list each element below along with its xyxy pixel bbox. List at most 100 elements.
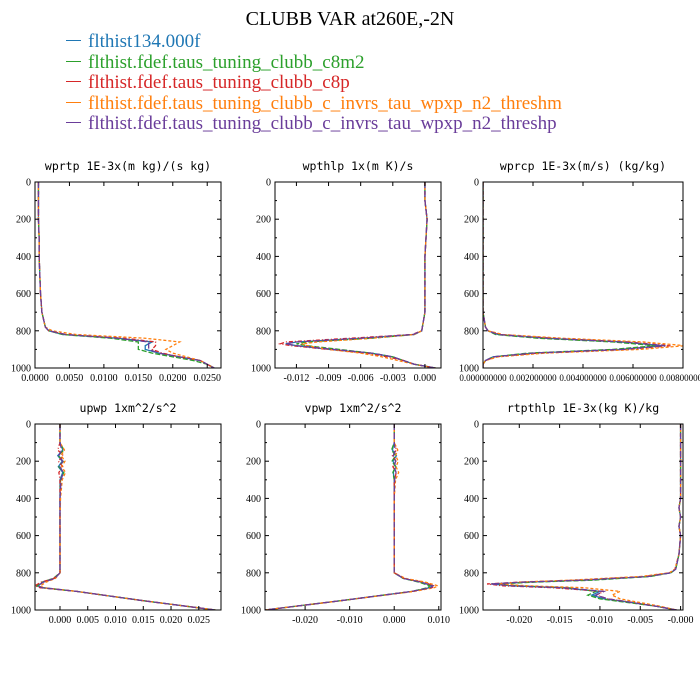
panel-title: wprcp 1E-3x(m/s) (kg/kg)	[500, 159, 666, 173]
y-tick-label: 400	[246, 494, 261, 505]
y-tick-label: 600	[16, 531, 31, 542]
y-tick-label: 800	[16, 568, 31, 579]
series-line-1	[265, 424, 434, 610]
y-tick-label: 800	[16, 326, 31, 337]
x-tick-label: 0.0050	[56, 373, 84, 384]
x-tick-label: 0.025	[188, 615, 211, 626]
y-tick-label: 200	[16, 215, 31, 226]
x-tick-label: 0.0250	[193, 373, 221, 384]
series-line-2	[35, 424, 216, 610]
legend-item-1: flthist134.000f	[66, 31, 562, 53]
y-tick-label: 800	[464, 568, 479, 579]
y-tick-label: 0	[26, 178, 31, 189]
x-tick-label: -0.015	[547, 615, 573, 626]
x-tick-label: 0.0200	[159, 373, 187, 384]
legend-swatch-2	[66, 60, 81, 62]
y-tick-label: 0	[474, 178, 479, 189]
y-tick-label: 200	[256, 215, 271, 226]
y-tick-label: 1000	[459, 606, 479, 617]
series-line-4	[37, 182, 215, 368]
panel-title: wprtp 1E-3x(m kg)/(s kg)	[45, 159, 211, 173]
series-line-5	[285, 182, 436, 368]
x-tick-label: 0.005	[76, 615, 99, 626]
y-tick-label: 600	[246, 531, 261, 542]
x-tick-label: -0.000	[668, 615, 694, 626]
y-tick-label: 800	[256, 326, 271, 337]
y-tick-label: 600	[16, 289, 31, 300]
x-tick-label: -0.006	[348, 373, 374, 384]
x-tick-label: 0.000	[414, 373, 437, 384]
chart-panel-3: wprcp 1E-3x(m/s) (kg/kg) 0 200 400 600 800 100…	[459, 159, 700, 383]
series-line-5	[483, 182, 666, 368]
series-line-4	[483, 182, 683, 368]
x-tick-label: 0.008000000	[659, 373, 700, 383]
legend-swatch-5	[66, 122, 81, 124]
series-line-5	[491, 424, 682, 610]
y-tick-label: 1000	[251, 364, 271, 375]
x-tick-label: -0.009	[316, 373, 342, 384]
x-tick-label: -0.020	[292, 615, 318, 626]
y-tick-label: 200	[464, 215, 479, 226]
y-tick-label: 0	[474, 420, 479, 431]
x-tick-label: 0.020	[160, 615, 183, 626]
x-tick-label: 0.004000000	[559, 373, 607, 383]
x-tick-label: -0.010	[587, 615, 613, 626]
x-tick-label: 0.0150	[125, 373, 153, 384]
legend-label-5: flthist.fdef.taus_tuning_clubb_c_invrs_t…	[88, 113, 557, 134]
legend-swatch-4	[66, 101, 81, 103]
series-line-2	[265, 424, 432, 610]
x-tick-label: 0.015	[132, 615, 155, 626]
x-tick-label: 0.000	[383, 615, 406, 626]
y-tick-label: 200	[464, 457, 479, 468]
series-line-3	[265, 424, 436, 610]
y-tick-label: 1000	[241, 606, 261, 617]
legend: flthist134.000f flthist.fdef.taus_tuning…	[66, 31, 562, 135]
legend-item-5: flthist.fdef.taus_tuning_clubb_c_invrs_t…	[66, 113, 562, 135]
y-tick-label: 0	[256, 420, 261, 431]
y-tick-label: 400	[16, 494, 31, 505]
legend-label-2: flthist.fdef.taus_tuning_clubb_c8m2	[88, 51, 365, 73]
legend-label-4: flthist.fdef.taus_tuning_clubb_c_invrs_t…	[88, 92, 562, 114]
series-line-3	[35, 424, 216, 610]
x-tick-label: 0.010	[104, 615, 127, 626]
x-tick-label: -0.003	[380, 373, 406, 384]
x-tick-label: 0.0000	[21, 373, 49, 384]
plot-frame	[274, 181, 442, 369]
x-tick-label: 0.010	[428, 615, 451, 626]
y-tick-label: 1000	[11, 364, 31, 375]
y-tick-label: 1000	[11, 606, 31, 617]
legend-item-4: flthist.fdef.taus_tuning_clubb_c_invrs_t…	[66, 92, 562, 115]
chart-panel-6: rtpthlp 1E-3x(kg K)/kg 0 200 400 600 800 1000 -…	[459, 401, 694, 626]
plot-frame	[264, 423, 442, 611]
x-tick-label: 0.000	[49, 615, 72, 626]
legend-label-1: flthist134.000f	[88, 31, 201, 52]
y-tick-label: 600	[464, 531, 479, 542]
y-tick-label: 400	[16, 252, 31, 263]
series-line-1	[36, 424, 216, 610]
chart-panel-1: wprtp 1E-3x(m kg)/(s kg) 0 200 400 600 800 100…	[11, 159, 222, 384]
y-tick-label: 1000	[459, 364, 479, 375]
panel-title: rtpthlp 1E-3x(kg K)/kg	[507, 401, 659, 415]
legend-label-3: flthist.fdef.taus_tuning_clubb_c8p	[88, 72, 350, 93]
chart-panel-4: upwp 1xm^2/s^2 0 200 400 600 800 1000 0.000 0.00…	[11, 401, 222, 626]
series-line-3	[277, 182, 436, 368]
legend-swatch-3	[66, 81, 81, 83]
series-line-5	[36, 424, 216, 610]
y-tick-label: 200	[16, 457, 31, 468]
x-tick-label: 0.006000000	[609, 373, 657, 383]
y-tick-label: 600	[464, 289, 479, 300]
y-tick-label: 400	[256, 252, 271, 263]
x-tick-label: 0.002000000	[509, 373, 557, 383]
panel-title: vpwp 1xm^2/s^2	[305, 401, 402, 415]
y-tick-label: 400	[464, 494, 479, 505]
y-tick-label: 200	[246, 457, 261, 468]
series-line-2	[499, 424, 682, 610]
x-tick-label: -0.020	[506, 615, 532, 626]
y-tick-label: 0	[266, 178, 271, 189]
y-tick-label: 600	[256, 289, 271, 300]
figure-title: CLUBB VAR at260E,-2N	[245, 8, 455, 30]
legend-item-3: flthist.fdef.taus_tuning_clubb_c8p	[66, 72, 562, 94]
x-tick-label: -0.012	[283, 373, 309, 384]
y-tick-label: 400	[464, 252, 479, 263]
